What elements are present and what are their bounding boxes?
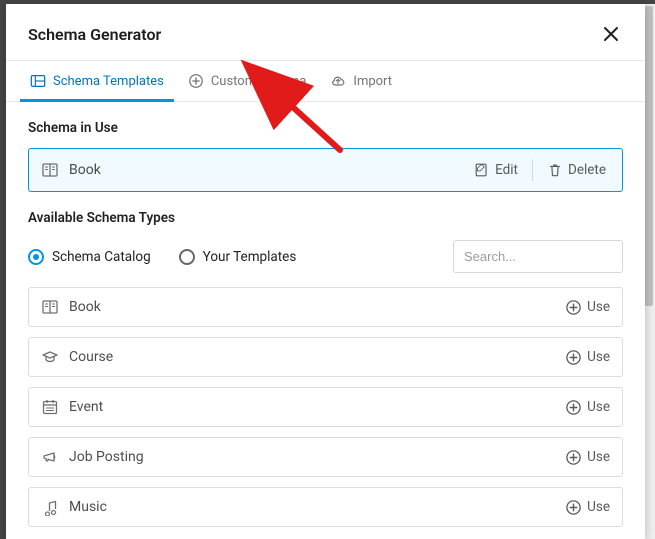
schema-generator-modal: Schema Generator Schema Templates Custom… — [6, 4, 645, 539]
radio-your-templates[interactable]: Your Templates — [179, 249, 297, 265]
schema-row-course: Course Use — [28, 337, 623, 377]
modal-title: Schema Generator — [28, 25, 161, 44]
plus-circle-icon — [565, 499, 582, 516]
schema-row-event: Event Use — [28, 387, 623, 427]
radio-label: Schema Catalog — [52, 249, 151, 265]
radio-dot-icon — [28, 249, 44, 265]
graduation-icon — [41, 348, 59, 366]
calendar-icon — [41, 398, 59, 416]
edit-label: Edit — [495, 162, 518, 178]
search-input[interactable] — [453, 240, 623, 273]
use-button[interactable]: Use — [565, 499, 610, 516]
use-button[interactable]: Use — [565, 349, 610, 366]
schema-row-job-posting: Job Posting Use — [28, 437, 623, 477]
radio-dot-icon — [179, 249, 195, 265]
cloud-upload-icon — [330, 73, 346, 89]
search-box — [453, 240, 623, 273]
section-heading-in-use: Schema in Use — [28, 120, 623, 136]
close-icon — [602, 25, 620, 43]
tab-label: Custom Schema — [211, 74, 307, 89]
book-icon — [41, 161, 59, 179]
schema-type-list: Book Use Course Use Event — [28, 287, 623, 527]
music-icon — [41, 498, 59, 516]
plus-circle-icon — [188, 73, 204, 89]
schema-row-music: Music Use — [28, 487, 623, 527]
tab-import[interactable]: Import — [318, 61, 404, 101]
plus-circle-icon — [565, 399, 582, 416]
schema-in-use-name: Book — [69, 162, 101, 178]
plus-circle-icon — [565, 449, 582, 466]
trash-icon — [547, 162, 563, 178]
tabs: Schema Templates Custom Schema Import — [6, 60, 645, 102]
use-button[interactable]: Use — [565, 449, 610, 466]
templates-icon — [30, 73, 46, 89]
use-label: Use — [587, 399, 610, 415]
use-button[interactable]: Use — [565, 299, 610, 316]
radio-label: Your Templates — [203, 249, 297, 265]
megaphone-icon — [41, 448, 59, 466]
use-button[interactable]: Use — [565, 399, 610, 416]
close-button[interactable] — [599, 22, 623, 46]
delete-label: Delete — [568, 162, 606, 178]
plus-circle-icon — [565, 349, 582, 366]
use-label: Use — [587, 349, 610, 365]
schema-name: Book — [69, 299, 101, 315]
schema-name: Event — [69, 399, 103, 415]
tab-custom-schema[interactable]: Custom Schema — [176, 61, 319, 101]
tab-label: Schema Templates — [53, 74, 164, 89]
schema-in-use-row: Book Edit Delete — [28, 148, 623, 192]
book-icon — [41, 298, 59, 316]
modal-content: Schema in Use Book Edit Delete Available… — [6, 102, 645, 539]
schema-name: Job Posting — [69, 449, 144, 465]
delete-button[interactable]: Delete — [543, 162, 610, 178]
radio-schema-catalog[interactable]: Schema Catalog — [28, 249, 151, 265]
use-label: Use — [587, 299, 610, 315]
tab-label: Import — [353, 74, 392, 89]
plus-circle-icon — [565, 299, 582, 316]
modal-header: Schema Generator — [6, 4, 645, 60]
use-label: Use — [587, 499, 610, 515]
action-divider — [532, 159, 533, 181]
filter-row: Schema Catalog Your Templates — [28, 240, 623, 273]
edit-icon — [474, 162, 490, 178]
section-heading-available: Available Schema Types — [28, 210, 623, 226]
edit-button[interactable]: Edit — [470, 162, 522, 178]
schema-name: Course — [69, 349, 113, 365]
tab-schema-templates[interactable]: Schema Templates — [18, 61, 176, 101]
schema-row-book: Book Use — [28, 287, 623, 327]
schema-name: Music — [69, 499, 107, 515]
use-label: Use — [587, 449, 610, 465]
